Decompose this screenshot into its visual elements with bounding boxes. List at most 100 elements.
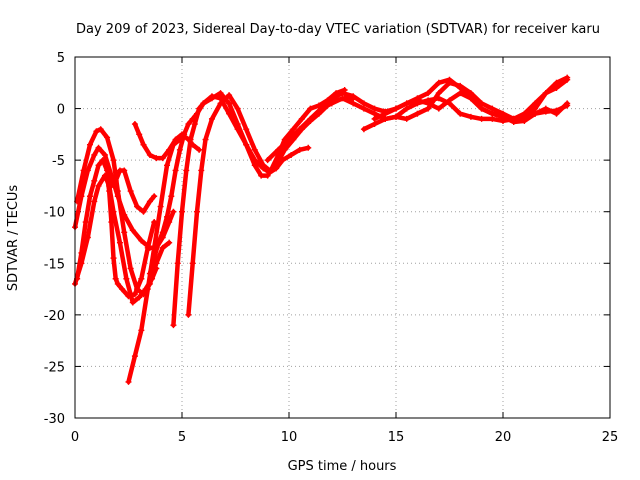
data-point [172,136,179,143]
data-point [305,144,312,151]
data-point [134,203,141,210]
data-point [86,141,93,148]
data-point [217,90,224,97]
data-point [226,100,233,107]
data-point [91,177,98,184]
data-point [382,110,389,117]
data-point [264,172,271,179]
data-point [82,219,89,226]
data-point [315,102,322,109]
series-14 [371,90,571,125]
data-point [446,79,453,86]
data-point [125,378,132,385]
data-point [151,255,158,262]
series-line [104,173,157,299]
y-tick-label: -15 [44,257,65,272]
data-point [328,95,335,102]
series-5 [104,172,158,300]
data-point [185,121,192,128]
data-point [153,265,160,272]
data-point [457,90,464,97]
data-point [234,121,241,128]
data-point [131,121,138,128]
data-point [217,100,224,107]
data-point [164,162,171,169]
data-point [91,198,98,205]
data-point [266,167,273,174]
data-point [489,115,496,122]
data-point [478,100,485,107]
y-tick-label: -5 [52,154,65,169]
data-point [198,167,205,174]
data-point [350,93,357,100]
data-point [467,90,474,97]
data-point [393,105,399,112]
data-point [170,322,177,329]
data-point [146,151,153,158]
series-line [171,87,347,328]
data-point [93,128,100,135]
data-point [114,188,121,195]
data-point [307,115,314,122]
data-point [457,110,464,117]
data-point [185,311,192,318]
data-point [95,144,102,151]
data-point [435,105,442,112]
data-point [288,151,295,158]
data-point [112,275,119,282]
data-point [478,115,485,122]
data-point [208,115,215,122]
series-group [72,74,571,385]
data-point [183,167,190,174]
data-point [564,74,571,81]
y-tick-label: 0 [57,103,65,118]
data-point [532,110,539,117]
data-point [251,146,258,153]
data-point [393,113,399,120]
data-point [121,167,128,174]
data-point [95,182,102,189]
data-point [403,105,410,112]
data-point [129,227,136,234]
data-point [151,193,158,200]
data-point [108,219,115,226]
data-point [542,105,549,112]
data-point [140,208,147,215]
data-point [564,100,571,107]
data-point [286,136,292,143]
data-point [114,280,121,287]
data-point [290,126,297,133]
data-point [339,95,346,102]
y-tick-label: -20 [44,309,65,324]
data-point [119,286,126,293]
data-point [403,100,410,107]
data-point [84,234,91,241]
data-point [414,110,421,117]
data-point [425,105,432,112]
data-point [138,275,145,282]
data-point [542,90,549,97]
data-point [307,105,314,112]
data-point [435,90,442,97]
data-point [489,105,496,112]
data-point [80,167,87,174]
data-point [467,113,474,120]
data-point [176,146,183,153]
series-line [318,77,570,122]
data-point [172,167,179,174]
data-point [273,162,280,169]
data-point [155,239,162,246]
data-point [95,162,102,169]
data-point [435,79,442,86]
data-point [200,100,207,107]
data-point [264,157,271,164]
data-point [174,260,181,267]
data-point [553,79,560,86]
x-tick-label: 0 [71,430,79,445]
data-point [157,203,164,210]
plot-frame [74,56,611,419]
data-point [138,327,145,334]
data-point [99,157,106,164]
data-point [457,82,464,89]
data-point [510,118,517,125]
